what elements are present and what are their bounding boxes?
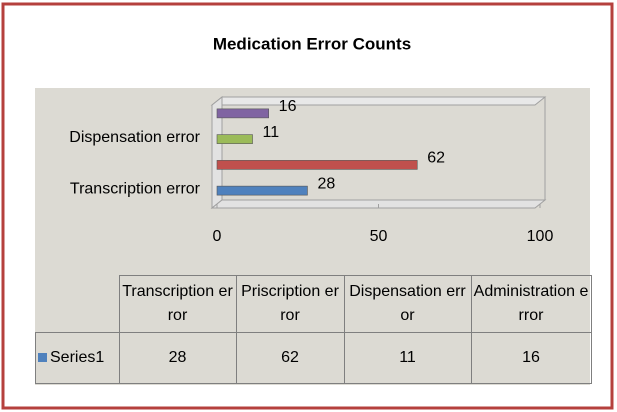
y-tick-label: Dispensation error (69, 129, 200, 146)
x-tick-label: 0 (213, 228, 222, 245)
bar (216, 108, 269, 119)
data-table: Transcription error Priscription error Dis… (35, 275, 592, 384)
legend-key (38, 353, 47, 362)
legend-cell: Series1 (35, 332, 120, 384)
x-tick-label: 100 (527, 228, 554, 245)
bar (216, 185, 308, 196)
data-row: Series1 28 62 11 16 (35, 332, 592, 384)
chart-title: Medication Error Counts (213, 34, 411, 53)
data-cell: 11 (343, 332, 472, 384)
wall-top (210, 96, 547, 106)
data-label: 62 (427, 150, 445, 167)
header-cell: Transcription error (118, 275, 237, 333)
bar (216, 160, 418, 170)
header-cell: Administration error (470, 275, 592, 333)
data-cell: 62 (235, 332, 345, 384)
header-cell: Priscription error (235, 275, 345, 333)
header-cell: Dispensation error (343, 275, 472, 333)
header-row: Transcription error Priscription error Dis… (35, 275, 592, 333)
x-tick-label: 50 (370, 228, 388, 245)
data-label: 28 (317, 175, 335, 192)
data-label: 16 (279, 98, 297, 115)
data-cell: 28 (118, 332, 237, 384)
data-cell: 16 (470, 332, 592, 384)
data-label: 11 (263, 124, 280, 141)
legend-label: Series1 (50, 349, 105, 366)
corner-cell (35, 275, 120, 333)
bar (216, 134, 253, 144)
y-tick-label: Transcription error (70, 180, 201, 197)
